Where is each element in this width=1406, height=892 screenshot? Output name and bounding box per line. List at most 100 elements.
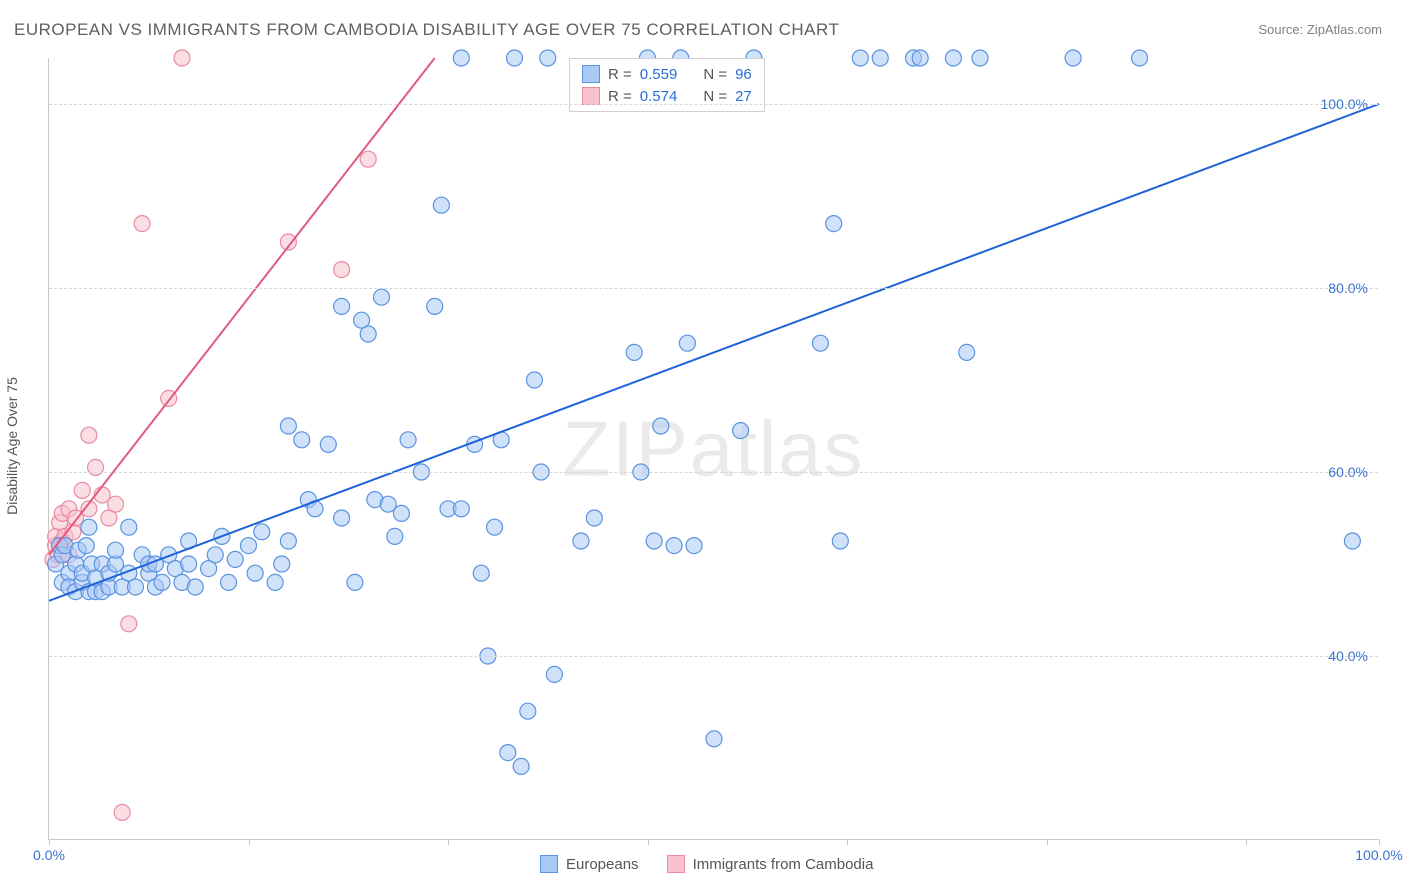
data-point-cambodia: [334, 262, 350, 278]
data-point-europeans: [832, 533, 848, 549]
data-point-europeans: [912, 50, 928, 66]
y-tick-label: 100.0%: [1321, 96, 1368, 112]
data-point-europeans: [207, 547, 223, 563]
chart-svg: [49, 58, 1378, 839]
data-point-europeans: [241, 538, 257, 554]
chart-title: EUROPEAN VS IMMIGRANTS FROM CAMBODIA DIS…: [14, 20, 839, 40]
data-point-europeans: [679, 335, 695, 351]
data-point-europeans: [334, 510, 350, 526]
legend-swatch-europeans: [540, 855, 558, 873]
data-point-europeans: [227, 551, 243, 567]
y-tick-label: 40.0%: [1328, 648, 1368, 664]
data-point-europeans: [540, 50, 556, 66]
y-tick-label: 60.0%: [1328, 464, 1368, 480]
legend-label: Europeans: [566, 856, 639, 873]
x-tick: [648, 839, 649, 845]
data-point-cambodia: [134, 216, 150, 232]
data-point-europeans: [427, 298, 443, 314]
data-point-cambodia: [88, 459, 104, 475]
x-tick: [1246, 839, 1247, 845]
legend-series: Europeans Immigrants from Cambodia: [540, 855, 873, 873]
data-point-europeans: [294, 432, 310, 448]
data-point-europeans: [473, 565, 489, 581]
legend-swatch-cambodia: [667, 855, 685, 873]
data-point-europeans: [1065, 50, 1081, 66]
data-point-europeans: [586, 510, 602, 526]
source-label: Source: ZipAtlas.com: [1258, 22, 1382, 37]
data-point-europeans: [181, 556, 197, 572]
legend-r-label: R =: [608, 88, 632, 105]
data-point-europeans: [1344, 533, 1360, 549]
data-point-europeans: [400, 432, 416, 448]
data-point-europeans: [546, 666, 562, 682]
legend-n-value: 27: [735, 88, 752, 105]
data-point-europeans: [254, 524, 270, 540]
trend-line-europeans: [49, 104, 1379, 601]
data-point-europeans: [812, 335, 828, 351]
data-point-europeans: [1132, 50, 1148, 66]
data-point-europeans: [334, 298, 350, 314]
data-point-europeans: [959, 344, 975, 360]
data-point-europeans: [653, 418, 669, 434]
data-point-europeans: [972, 50, 988, 66]
x-tick: [1047, 839, 1048, 845]
data-point-europeans: [393, 505, 409, 521]
data-point-europeans: [154, 574, 170, 590]
plot-area: ZIPatlas R =0.559N =96R =0.574N =27 40.0…: [48, 58, 1378, 840]
data-point-europeans: [187, 579, 203, 595]
data-point-europeans: [852, 50, 868, 66]
legend-item-europeans: Europeans: [540, 855, 639, 873]
x-tick: [249, 839, 250, 845]
data-point-europeans: [453, 50, 469, 66]
legend-r-label: R =: [608, 66, 632, 83]
data-point-europeans: [945, 50, 961, 66]
data-point-europeans: [81, 519, 97, 535]
x-tick: [49, 839, 50, 845]
data-point-europeans: [347, 574, 363, 590]
gridline-h: [49, 656, 1378, 657]
data-point-europeans: [520, 703, 536, 719]
data-point-europeans: [686, 538, 702, 554]
data-point-europeans: [360, 326, 376, 342]
data-point-europeans: [320, 436, 336, 452]
data-point-europeans: [646, 533, 662, 549]
gridline-h: [49, 104, 1378, 105]
data-point-cambodia: [360, 151, 376, 167]
legend-item-cambodia: Immigrants from Cambodia: [667, 855, 874, 873]
y-tick-label: 80.0%: [1328, 280, 1368, 296]
data-point-europeans: [526, 372, 542, 388]
data-point-cambodia: [81, 427, 97, 443]
data-point-europeans: [108, 542, 124, 558]
legend-n-label: N =: [703, 66, 727, 83]
gridline-h: [49, 288, 1378, 289]
data-point-europeans: [453, 501, 469, 517]
data-point-europeans: [267, 574, 283, 590]
data-point-europeans: [626, 344, 642, 360]
data-point-europeans: [507, 50, 523, 66]
data-point-europeans: [433, 197, 449, 213]
data-point-cambodia: [174, 50, 190, 66]
x-tick-label: 0.0%: [33, 847, 65, 863]
data-point-europeans: [127, 579, 143, 595]
legend-label: Immigrants from Cambodia: [693, 856, 874, 873]
data-point-europeans: [500, 745, 516, 761]
data-point-cambodia: [121, 616, 137, 632]
data-point-europeans: [280, 418, 296, 434]
x-tick: [448, 839, 449, 845]
data-point-europeans: [706, 731, 722, 747]
data-point-europeans: [374, 289, 390, 305]
data-point-europeans: [513, 758, 529, 774]
x-tick-label: 100.0%: [1355, 847, 1402, 863]
data-point-europeans: [733, 423, 749, 439]
legend-swatch-europeans: [582, 65, 600, 83]
x-tick: [847, 839, 848, 845]
legend-row-europeans: R =0.559N =96: [570, 63, 764, 85]
x-tick: [1379, 839, 1380, 845]
data-point-europeans: [487, 519, 503, 535]
data-point-europeans: [121, 519, 137, 535]
data-point-europeans: [280, 533, 296, 549]
data-point-cambodia: [74, 482, 90, 498]
data-point-europeans: [666, 538, 682, 554]
legend-r-value: 0.559: [640, 66, 678, 83]
data-point-europeans: [221, 574, 237, 590]
